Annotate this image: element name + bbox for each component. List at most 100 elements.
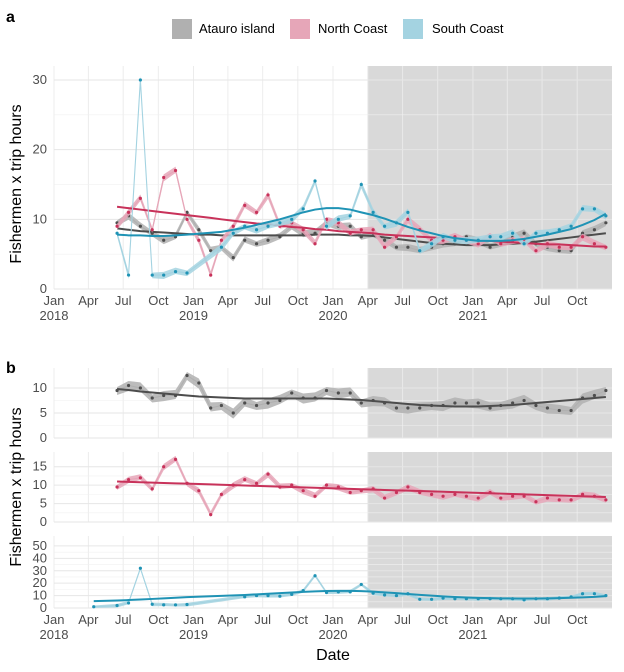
data-point: [406, 406, 410, 410]
data-point: [592, 592, 597, 596]
y-tick-label: 10: [33, 588, 47, 603]
x-tick-label: Jul: [115, 612, 132, 627]
data-point: [371, 228, 375, 232]
legend: Atauro island North Coast South Coast: [172, 19, 504, 39]
data-point: [266, 401, 270, 405]
x-tick-label: Jul: [115, 293, 132, 308]
data-point: [430, 597, 434, 601]
data-point: [464, 401, 468, 405]
data-point: [185, 373, 189, 378]
data-point: [231, 231, 235, 235]
x-tick-label: Apr: [358, 293, 379, 308]
data-point: [197, 228, 201, 232]
data-point: [138, 224, 142, 228]
legend-key-south: [403, 19, 423, 39]
data-point: [254, 242, 259, 246]
data-point: [545, 406, 550, 410]
x-tick-year: 2021: [458, 627, 487, 642]
data-point: [522, 494, 526, 498]
data-point: [569, 245, 573, 249]
data-point: [348, 214, 352, 218]
data-point: [499, 242, 503, 246]
data-point: [243, 595, 247, 599]
data-point: [359, 228, 363, 232]
data-point: [511, 494, 515, 498]
data-point: [394, 245, 399, 249]
data-point: [243, 401, 247, 405]
y-tick-label: 30: [33, 563, 47, 578]
data-point: [126, 601, 131, 605]
x-tick-label: Jan: [44, 293, 65, 308]
y-tick-label: 5: [40, 496, 47, 511]
data-point: [197, 381, 201, 385]
data-point: [266, 472, 270, 476]
data-point: [604, 221, 608, 225]
data-point: [266, 593, 270, 598]
y-tick-label: 10: [33, 380, 47, 395]
x-tick-label: Apr: [497, 612, 518, 627]
data-point: [301, 228, 305, 232]
x-axis-title: Date: [316, 647, 350, 664]
legend-key-atauro: [172, 19, 192, 39]
data-point: [313, 494, 317, 498]
data-point: [126, 478, 131, 482]
panel-tag-b: b: [6, 360, 16, 377]
y-tick-label: 0: [40, 514, 47, 529]
data-point: [150, 273, 154, 277]
data-point: [430, 492, 434, 496]
data-point: [162, 175, 166, 180]
data-point: [511, 231, 515, 235]
data-point: [313, 179, 317, 183]
data-point: [499, 496, 503, 500]
data-point: [371, 210, 375, 214]
data-point: [290, 217, 294, 221]
data-point: [278, 594, 282, 598]
data-point: [522, 231, 526, 235]
data-point: [138, 386, 142, 390]
data-point: [150, 396, 154, 400]
x-tick-label: Jan: [44, 612, 65, 627]
x-tick-label: Jan: [462, 293, 483, 308]
data-point: [278, 398, 282, 403]
data-point: [382, 496, 387, 500]
data-point: [301, 489, 305, 493]
covid-shaded-period: [367, 66, 612, 289]
data-point: [209, 273, 213, 277]
data-point: [534, 249, 538, 253]
data-point: [592, 228, 597, 232]
legend-label-atauro: Atauro island: [199, 21, 275, 36]
data-point: [604, 388, 608, 393]
data-point: [394, 593, 399, 598]
data-point: [209, 406, 213, 410]
data-point: [592, 242, 597, 246]
data-point: [382, 593, 387, 597]
data-point: [348, 391, 352, 395]
trend-line-north-coast: [117, 480, 606, 498]
data-point: [313, 574, 317, 578]
y-tick-label: 20: [33, 575, 47, 590]
x-tick-label: Apr: [358, 612, 379, 627]
x-tick-label: Jan: [462, 612, 483, 627]
data-point: [324, 388, 329, 393]
data-point: [569, 498, 573, 502]
data-point: [324, 224, 329, 228]
data-point: [231, 256, 235, 260]
x-tick-label: Oct: [148, 293, 169, 308]
data-point: [580, 207, 585, 211]
data-point: [185, 210, 189, 214]
data-point: [406, 210, 410, 214]
x-tick-label: Jan: [323, 293, 344, 308]
legend-label-south: South Coast: [432, 21, 504, 36]
data-point: [359, 182, 363, 187]
data-point: [418, 406, 422, 410]
x-tick-label: Oct: [428, 293, 449, 308]
data-point: [185, 217, 189, 221]
data-point: [382, 224, 387, 228]
data-point: [580, 592, 585, 596]
data-point: [418, 249, 422, 253]
data-point: [278, 221, 282, 225]
data-point: [557, 249, 561, 253]
data-point: [534, 500, 538, 504]
